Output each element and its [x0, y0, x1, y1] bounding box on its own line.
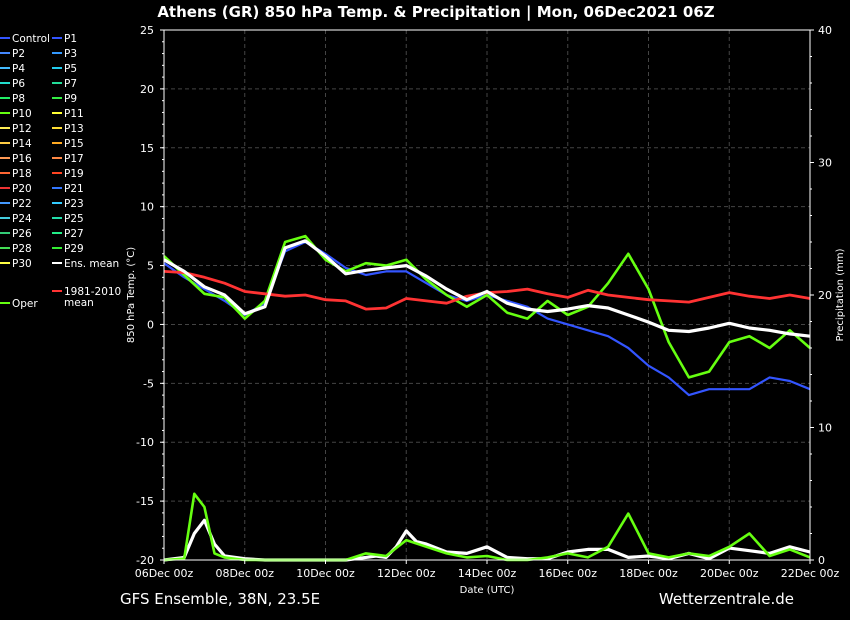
legend-label: P21: [64, 183, 84, 195]
legend-label: P7: [64, 78, 77, 90]
y-left-tick-label: 15: [140, 142, 154, 155]
x-tick-label: 16Dec 00z: [538, 567, 597, 580]
legend-label: P29: [64, 243, 84, 255]
y-left-tick-label: -15: [136, 495, 154, 508]
legend-label: P19: [64, 168, 84, 180]
y-left-tick-label: 25: [140, 24, 154, 37]
y-left-tick-label: 20: [140, 83, 154, 96]
x-tick-label: 08Dec 00z: [215, 567, 274, 580]
y-right-tick-label: 10: [818, 422, 832, 435]
series-layer: [163, 234, 811, 562]
x-tick-label: 14Dec 00z: [458, 567, 517, 580]
temp-series-oper: [163, 234, 811, 379]
ticks: 06Dec 00z 08Dec 00z 10Dec 00z 12Dec 00z 14De…: [135, 24, 840, 580]
legend-label: Ens. mean: [64, 258, 119, 270]
legend-label: P6: [12, 78, 25, 90]
legend-label: P11: [64, 108, 84, 120]
legend-label: P4: [12, 63, 25, 75]
legend-label: P23: [64, 198, 84, 210]
legend-label: P16: [12, 153, 32, 165]
legend-label: P30: [12, 258, 32, 270]
legend-label: P9: [64, 93, 77, 105]
legend-label: P5: [64, 63, 77, 75]
legend-label: P26: [12, 228, 32, 240]
footer-source: GFS Ensemble, 38N, 23.5E: [120, 590, 320, 608]
y-left-tick-label: 5: [147, 260, 154, 273]
legend-label: P15: [64, 138, 84, 150]
y-left-tick-label: 0: [147, 318, 154, 331]
legend-label: P1: [64, 33, 77, 45]
x-tick-label: 10Dec 00z: [296, 567, 355, 580]
legend-label: P14: [12, 138, 32, 150]
legend-label: P10: [12, 108, 32, 120]
legend-label: Oper: [12, 298, 38, 310]
grid: [164, 30, 810, 560]
x-tick-label: 20Dec 00z: [700, 567, 759, 580]
x-tick-label: 12Dec 00z: [377, 567, 436, 580]
y-right-tick-label: 30: [818, 157, 832, 170]
temp-series-ens-mean: [163, 239, 811, 338]
footer-site: Wetterzentrale.de: [659, 590, 794, 608]
legend-label: P24: [12, 213, 32, 225]
x-tick-label: 06Dec 00z: [135, 567, 194, 580]
y-axis-left-label: 850 hPa Temp. (°C): [126, 247, 137, 343]
legend-label: P22: [12, 198, 32, 210]
legend-label: P25: [64, 213, 84, 225]
legend-label: P17: [64, 153, 84, 165]
legend-label: P2: [12, 48, 25, 60]
legend-label: Control: [12, 33, 50, 45]
legend-label: P27: [64, 228, 84, 240]
y-left-tick-label: -5: [143, 377, 154, 390]
x-axis-label: Date (UTC): [460, 585, 515, 596]
y-right-tick-label: 40: [818, 24, 832, 37]
y-left-tick-label: -20: [136, 554, 154, 567]
legend-label: P28: [12, 243, 32, 255]
y-axis-right-label: Precipitation (mm): [835, 248, 846, 341]
precip-series-oper: [163, 492, 811, 562]
legend-label: P13: [64, 123, 84, 135]
chart-title: Athens (GR) 850 hPa Temp. & Precipitatio…: [157, 3, 714, 22]
legend-label: P8: [12, 93, 25, 105]
legend-label: P12: [12, 123, 32, 135]
y-right-tick-label: 0: [818, 554, 825, 567]
x-tick-label: 22Dec 00z: [781, 567, 840, 580]
legend-label: 1981-2010 mean: [64, 286, 121, 309]
legend-label: P18: [12, 168, 32, 180]
y-left-tick-label: 10: [140, 201, 154, 214]
y-left-tick-label: -10: [136, 436, 154, 449]
legend-label: P20: [12, 183, 32, 195]
x-tick-label: 18Dec 00z: [619, 567, 678, 580]
y-right-tick-label: 20: [818, 289, 832, 302]
legend: Control P1 P2 P3 P4 P5 P6 P7 P8 P9 P10 P11 P12 P13 P14…: [0, 33, 121, 310]
legend-label: P3: [64, 48, 77, 60]
